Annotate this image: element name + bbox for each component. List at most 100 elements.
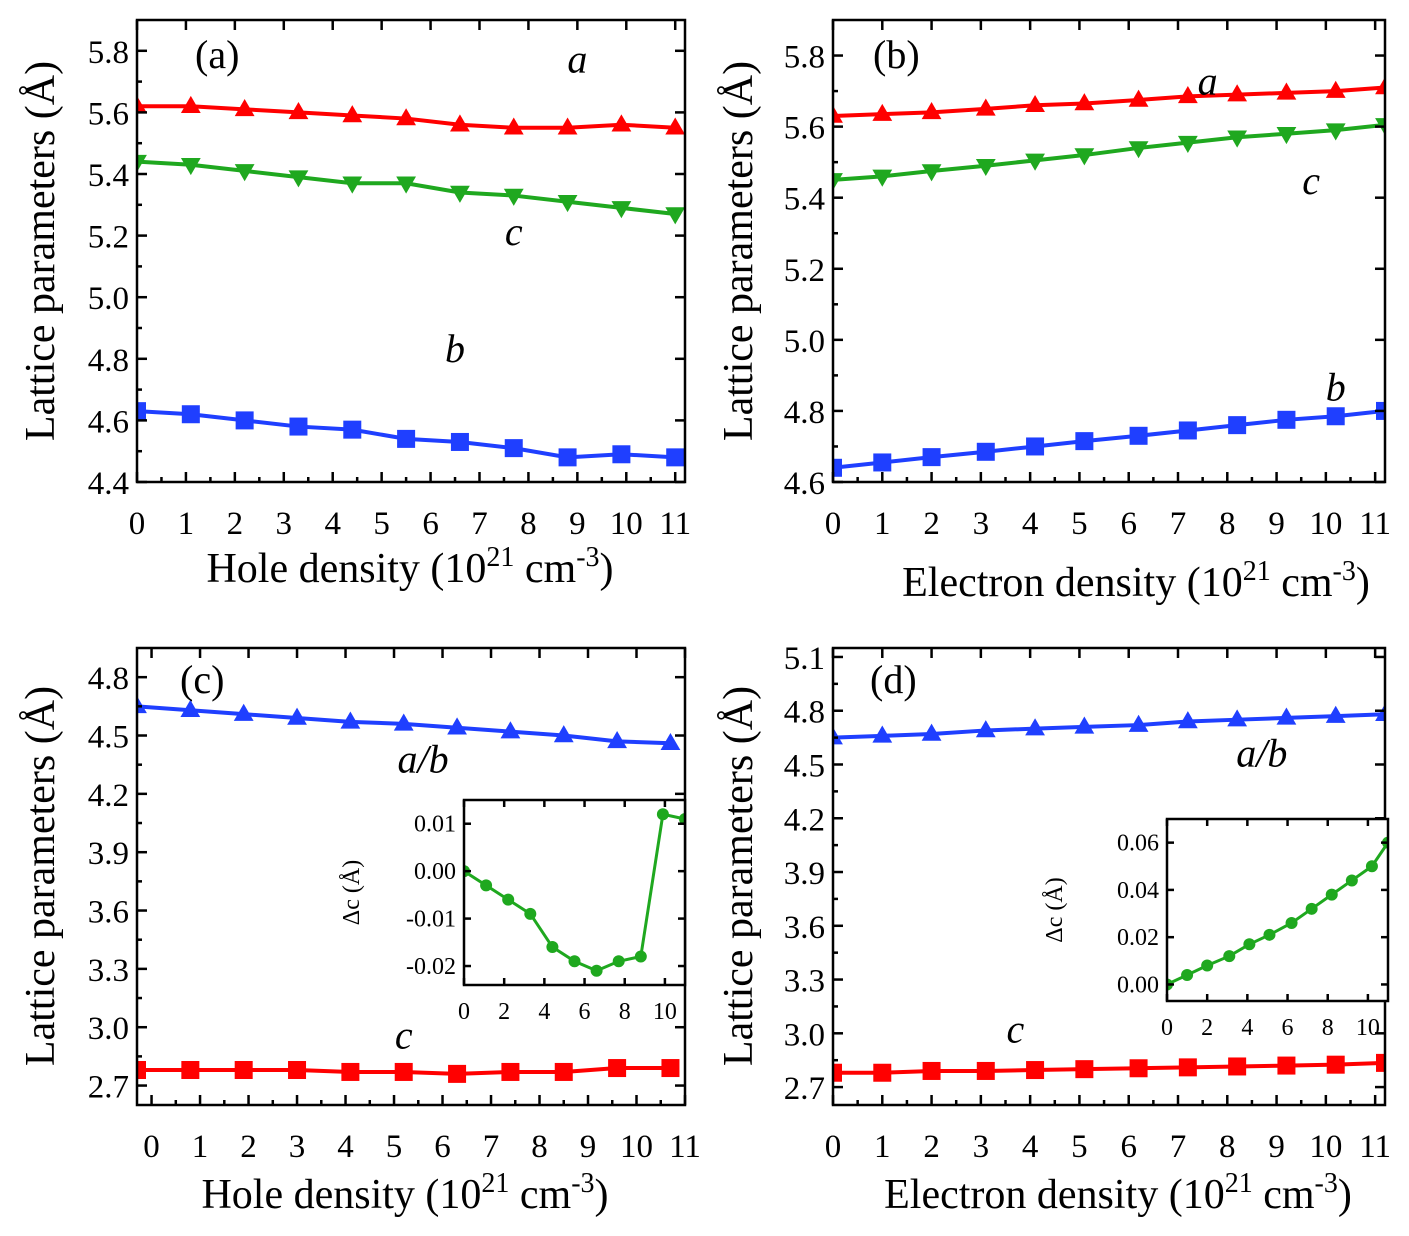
- y-tick-label: 4.2: [784, 802, 825, 838]
- y-tick-label: 5.0: [88, 281, 129, 317]
- data-point-c: [975, 158, 996, 177]
- data-point-0: [480, 879, 493, 892]
- inset-y-axis-label: Δc (Å): [1042, 877, 1068, 942]
- data-point-a: [1227, 84, 1248, 102]
- data-point-b: [976, 442, 995, 461]
- x-axis-label-part: Electron density (10: [884, 1172, 1225, 1218]
- y-axis-label: Lattice parameters (Å): [716, 686, 762, 1066]
- y-tick-label: 4.4: [88, 466, 129, 502]
- plot-frame: [135, 18, 687, 484]
- data-point-a: [180, 95, 201, 113]
- series-group: [833, 77, 1385, 477]
- x-tick-label: 9: [569, 506, 586, 542]
- data-point-a/b: [1325, 705, 1346, 723]
- data-point-0: [656, 808, 669, 821]
- series-group: [833, 703, 1385, 1082]
- data-point-0: [502, 893, 515, 906]
- x-tick-label: 7: [1170, 1129, 1187, 1165]
- y-tick-label: 4.8: [784, 395, 825, 431]
- data-point-c: [137, 1060, 146, 1079]
- x-tick-label: 2: [923, 506, 940, 542]
- series-group: [137, 95, 685, 467]
- y-tick-label: 5.4: [88, 158, 129, 194]
- chart-panel-a: 0 1 2 3 4 5 6 7 8 9 10 11 4.4 4.6 4.8 5.0 5.2 5.4 5.6 5.8 (a…: [18, 18, 691, 592]
- x-tick-label: 4: [538, 999, 550, 1025]
- data-point-a: [872, 103, 893, 121]
- data-point-c: [503, 188, 524, 206]
- data-point-a: [1325, 80, 1346, 98]
- data-point-b: [873, 453, 892, 472]
- data-point-b: [558, 448, 577, 467]
- data-point-b: [1277, 410, 1296, 429]
- x-axis-label-part: Electron density (10: [902, 560, 1243, 606]
- y-tick-label: -0.02: [406, 954, 456, 980]
- x-tick-label: 6: [1120, 506, 1137, 542]
- x-tick-label: 2: [923, 1129, 940, 1165]
- data-point-a: [503, 117, 524, 135]
- data-point-c: [554, 1062, 573, 1081]
- data-point-a: [1375, 77, 1385, 95]
- data-point-0: [1243, 938, 1256, 951]
- y-tick-label: 3.0: [88, 1011, 129, 1047]
- x-axis-label-part: cm: [1253, 1172, 1315, 1218]
- x-tick-label: 9: [580, 1129, 597, 1165]
- data-point-c: [234, 164, 255, 182]
- series-line-c: [833, 122, 1385, 182]
- series-label: c: [1302, 158, 1320, 203]
- x-axis-label-superscript: -3: [1315, 1168, 1338, 1199]
- data-point-c: [137, 154, 147, 173]
- x-axis-label: Electron density (1021 cm-3): [902, 556, 1370, 606]
- x-tick-label: 7: [471, 506, 488, 542]
- y-tick-label: 4.8: [784, 695, 825, 731]
- series-label: c: [1006, 1006, 1024, 1051]
- data-point-0: [1285, 917, 1298, 929]
- data-point-a: [137, 95, 147, 113]
- data-point-a: [396, 108, 417, 126]
- data-point-c: [180, 158, 201, 176]
- x-tick-label: 8: [619, 999, 631, 1025]
- x-tick-label: 3: [276, 506, 293, 542]
- y-axis-label: Lattice parameters (Å): [18, 61, 64, 441]
- data-point-a/b: [833, 727, 843, 745]
- x-tick-label: 4: [1241, 1015, 1253, 1041]
- y-axis-label: Lattice parameters (Å): [18, 686, 64, 1066]
- data-point-b: [235, 411, 254, 430]
- data-point-c: [394, 1062, 413, 1081]
- data-point-c: [1026, 1061, 1045, 1080]
- data-point-a: [921, 102, 942, 120]
- data-point-a/b: [137, 695, 147, 714]
- x-axis-label-superscript: 21: [1225, 1168, 1253, 1199]
- data-point-b: [1178, 421, 1197, 440]
- y-tick-label: 0.04: [1117, 878, 1159, 904]
- x-axis-label: Hole density (1021 cm-3): [201, 1168, 608, 1218]
- data-point-a: [975, 98, 996, 116]
- series-group: [464, 808, 685, 977]
- x-axis-label-part: ): [600, 546, 614, 592]
- x-tick-label: 1: [178, 506, 195, 542]
- y-tick-label: 0.00: [414, 859, 456, 885]
- data-point-a: [833, 105, 843, 123]
- panel-tag: (a): [195, 32, 239, 77]
- data-point-c: [873, 1063, 892, 1082]
- x-axis-label-superscript: -3: [1333, 556, 1356, 587]
- x-tick-label: 1: [874, 1129, 891, 1165]
- data-point-0: [546, 941, 559, 954]
- chart-panel-c: 0 1 2 3 4 5 6 7 8 9 10 112.73.03.33.63.94.24.54.8 (c…: [18, 646, 701, 1218]
- x-axis-label-part: ): [595, 1172, 609, 1218]
- series-group: [137, 695, 681, 1083]
- data-point-b: [1075, 432, 1094, 451]
- x-tick-label: 3: [973, 506, 990, 542]
- x-tick-label: 1: [192, 1129, 209, 1165]
- y-tick-label: 5.0: [784, 324, 825, 360]
- data-point-c: [661, 1059, 680, 1078]
- data-point-c: [396, 176, 417, 194]
- x-tick-label: 2: [227, 506, 244, 542]
- series-line-a/b: [833, 712, 1385, 740]
- data-point-a/b: [1227, 709, 1248, 727]
- y-tick-label: 5.2: [88, 220, 129, 256]
- y-tick-label: 5.6: [784, 111, 825, 147]
- data-point-a: [1074, 93, 1095, 111]
- data-point-a: [288, 102, 309, 120]
- y-tick-label: 3.3: [784, 964, 825, 1000]
